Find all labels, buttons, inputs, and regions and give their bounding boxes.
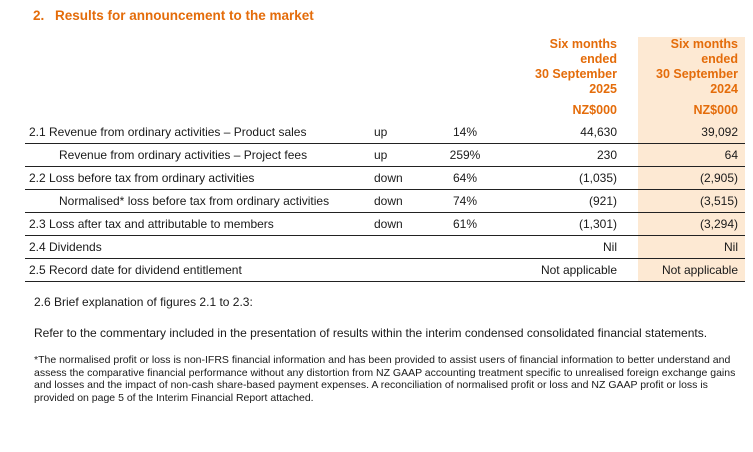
content: Six months ended 30 September 2025 NZ$00… [25, 37, 745, 404]
table-row: Revenue from ordinary activities – Proje… [25, 143, 745, 167]
row-label: 2.1 Revenue from ordinary activities – P… [25, 121, 370, 144]
table-row: 2.4 Dividends Nil Nil [25, 235, 745, 259]
row-current: 230 [500, 143, 638, 167]
row-current: (1,035) [500, 166, 638, 190]
row-label: Normalised* loss before tax from ordinar… [25, 189, 370, 213]
row-current: Not applicable [500, 258, 638, 282]
header-current: Six months ended 30 September 2025 NZ$00… [500, 37, 638, 121]
row-label: 2.5 Record date for dividend entitlement [25, 258, 370, 282]
table-row: 2.5 Record date for dividend entitlement… [25, 258, 745, 282]
row-direction: down [370, 166, 430, 190]
row-direction: up [370, 121, 430, 144]
row-current: (921) [500, 189, 638, 213]
brief-heading: 2.6 Brief explanation of figures 2.1 to … [34, 295, 253, 309]
results-table: Six months ended 30 September 2025 NZ$00… [25, 37, 745, 282]
row-current: (1,301) [500, 212, 638, 236]
table-row: 2.3 Loss after tax and attributable to m… [25, 212, 745, 236]
section-number: 2. [33, 8, 45, 23]
row-change: 61% [430, 212, 500, 236]
row-prior: (3,294) [638, 212, 745, 236]
row-current: 44,630 [500, 121, 638, 144]
row-change [430, 235, 500, 259]
row-prior: 64 [638, 143, 745, 167]
row-change: 14% [430, 121, 500, 144]
row-direction: up [370, 143, 430, 167]
row-label: 2.3 Loss after tax and attributable to m… [25, 212, 370, 236]
table-row: 2.1 Revenue from ordinary activities – P… [25, 121, 745, 144]
row-prior: Not applicable [638, 258, 745, 282]
unit-current: NZ$000 [572, 103, 617, 117]
row-prior: 39,092 [638, 121, 745, 144]
row-prior: (3,515) [638, 189, 745, 213]
row-change: 64% [430, 166, 500, 190]
row-change [430, 258, 500, 282]
row-change: 259% [430, 143, 500, 167]
row-direction: down [370, 189, 430, 213]
row-prior: Nil [638, 235, 745, 259]
table-row: Normalised* loss before tax from ordinar… [25, 189, 745, 213]
row-label: 2.4 Dividends [25, 235, 370, 259]
row-prior: (2,905) [638, 166, 745, 190]
row-direction [370, 235, 430, 259]
table-header: Six months ended 30 September 2025 NZ$00… [25, 37, 745, 121]
section-title: 2. Results for announcement to the market [33, 8, 314, 23]
table-row: 2.2 Loss before tax from ordinary activi… [25, 166, 745, 190]
unit-prior: NZ$000 [693, 103, 738, 117]
header-prior: Six months ended 30 September 2024 NZ$00… [638, 37, 745, 121]
commentary: Refer to the commentary included in the … [34, 326, 708, 340]
row-direction [370, 258, 430, 282]
row-change: 74% [430, 189, 500, 213]
footnote: *The normalised profit or loss is non-IF… [34, 354, 736, 404]
row-direction: down [370, 212, 430, 236]
row-label: 2.2 Loss before tax from ordinary activi… [25, 166, 370, 190]
row-current: Nil [500, 235, 638, 259]
row-label: Revenue from ordinary activities – Proje… [25, 143, 370, 167]
section-title-text: Results for announcement to the market [55, 8, 314, 23]
